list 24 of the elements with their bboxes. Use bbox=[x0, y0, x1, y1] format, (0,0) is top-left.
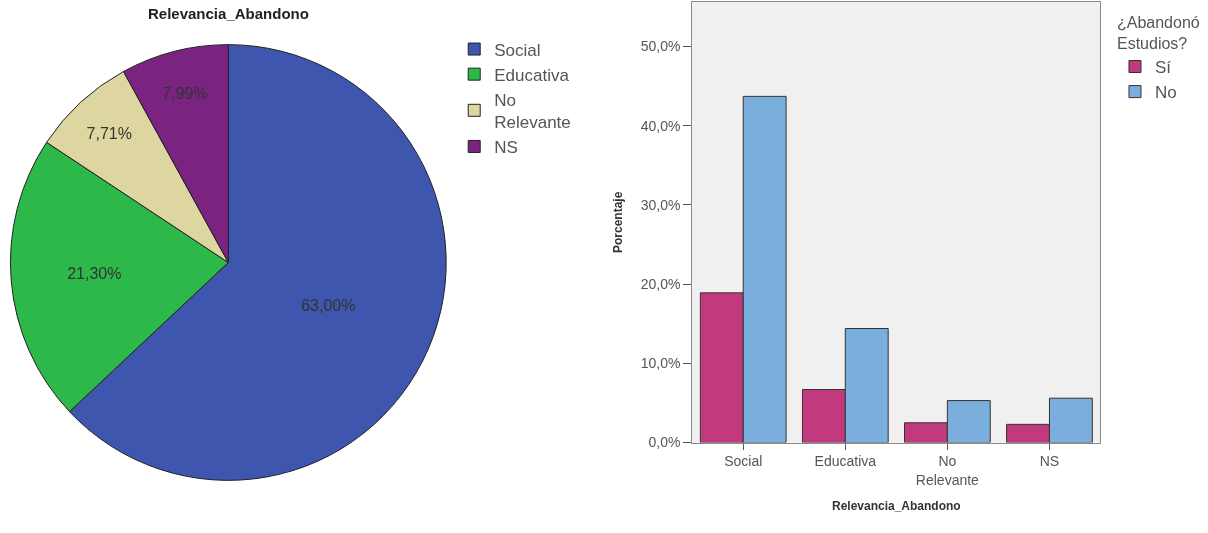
y-tick-label: 20,0% bbox=[640, 276, 681, 293]
y-tick-label: 40,0% bbox=[640, 117, 681, 134]
chart-title: Relevancia_Abandono bbox=[148, 5, 309, 22]
x-axis-title: Relevancia_Abandono bbox=[831, 499, 961, 514]
y-tick-label: 0,0% bbox=[648, 434, 681, 451]
legend-label: Educativa bbox=[494, 65, 570, 85]
x-tick-label: Social bbox=[724, 453, 763, 470]
y-tick-label: 10,0% bbox=[640, 355, 681, 372]
y-axis-title: Porcentaje bbox=[610, 191, 625, 254]
x-tick-label: Educativa bbox=[814, 453, 877, 470]
y-tick-label: 30,0% bbox=[640, 196, 681, 213]
y-tick-label: 50,0% bbox=[640, 38, 681, 55]
legend-label: No bbox=[1154, 83, 1177, 103]
data-label: 63,00% bbox=[301, 297, 356, 315]
legend-label: No Relevante bbox=[494, 90, 571, 132]
legend-title: ¿Abandonó Estudios? bbox=[1116, 14, 1200, 52]
x-tick-label: No Relevante bbox=[915, 453, 980, 488]
legend-label: NS bbox=[494, 138, 518, 158]
x-tick-label: NS bbox=[1039, 453, 1060, 470]
legend-label: Sí bbox=[1154, 58, 1172, 78]
legend-label: Social bbox=[494, 40, 541, 60]
data-label: 7,99% bbox=[162, 84, 208, 102]
data-label: 21,30% bbox=[67, 265, 122, 283]
data-label: 7,71% bbox=[86, 124, 132, 142]
